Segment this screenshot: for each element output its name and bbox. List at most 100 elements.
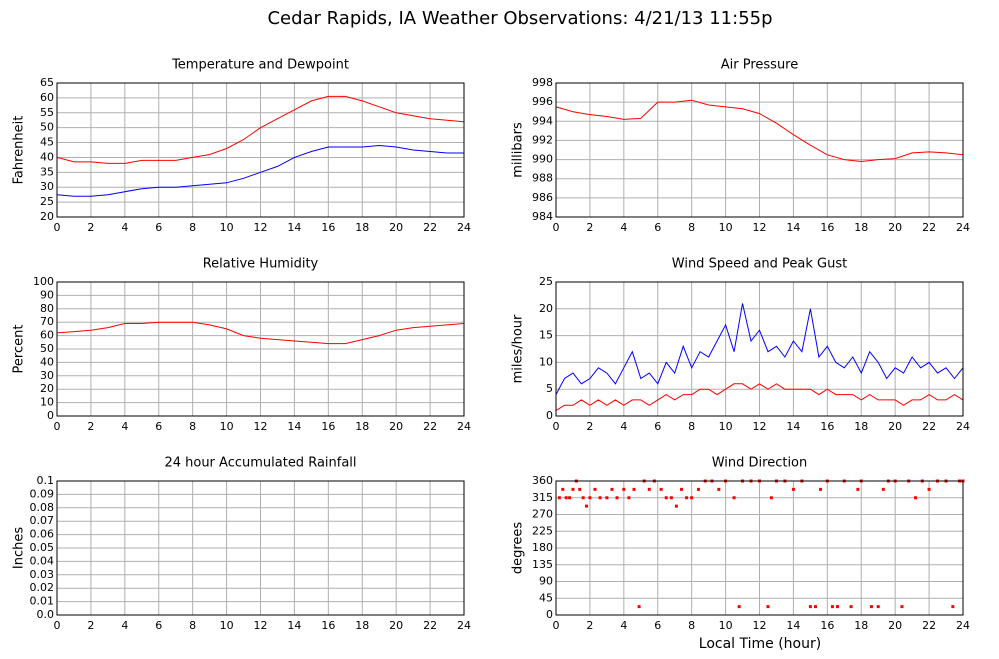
x-tick-label: 14	[287, 420, 301, 433]
y-tick-label: 30	[40, 180, 54, 193]
y-tick-label: 0.04	[30, 554, 55, 567]
y-tick-label: 988	[532, 172, 553, 185]
x-tick-label: 10	[719, 420, 733, 433]
data-point	[830, 605, 834, 609]
x-tick-label: 0	[54, 619, 61, 632]
x-tick-label: 24	[457, 619, 471, 632]
y-tick-label: 10	[40, 396, 54, 409]
x-tick-label: 20	[888, 221, 902, 234]
y-tick-label: 20	[40, 382, 54, 395]
data-point	[766, 605, 770, 609]
data-point	[900, 605, 904, 609]
chart-title: Relative Humidity	[203, 257, 319, 272]
x-tick-label: 14	[287, 221, 301, 234]
data-point	[914, 496, 918, 500]
x-tick-label: 0	[553, 619, 560, 632]
chart-title: Temperature and Dewpoint	[171, 58, 349, 73]
y-tick-label: 65	[40, 76, 54, 89]
data-point	[856, 487, 860, 491]
chart-title: Wind Direction	[712, 456, 808, 471]
x-tick-label: 18	[355, 420, 369, 433]
x-tick-label: 4	[121, 420, 128, 433]
chart-title: 24 hour Accumulated Rainfall	[164, 456, 356, 471]
y-tick-label: 100	[33, 275, 54, 288]
x-tick-label: 6	[654, 221, 661, 234]
x-tick-label: 16	[820, 619, 834, 632]
x-tick-label: 16	[321, 221, 335, 234]
y-tick-label: 0	[47, 409, 54, 422]
y-tick-label: 996	[532, 95, 553, 108]
data-point	[557, 496, 561, 500]
x-tick-label: 22	[423, 420, 437, 433]
data-point	[627, 496, 631, 500]
data-point	[679, 487, 683, 491]
x-tick-label: 4	[121, 619, 128, 632]
x-tick-label: 4	[620, 221, 627, 234]
x-tick-label: 10	[220, 619, 234, 632]
data-point	[869, 605, 873, 609]
plot-border	[56, 82, 465, 218]
data-point	[581, 496, 585, 500]
data-point	[881, 487, 885, 491]
data-point	[951, 605, 955, 609]
data-point	[717, 487, 721, 491]
y-tick-label: 990	[532, 153, 553, 166]
y-tick-label: 50	[40, 342, 54, 355]
x-tick-label: 22	[423, 221, 437, 234]
y-tick-label: 30	[40, 369, 54, 382]
y-tick-label: 135	[532, 558, 553, 571]
y-tick-label: 0.09	[30, 487, 55, 500]
y-tick-label: 90	[539, 575, 553, 588]
data-point	[605, 496, 609, 500]
y-tick-label: 40	[40, 150, 54, 163]
x-tick-label: 22	[922, 619, 936, 632]
data-point	[571, 487, 575, 491]
x-tick-label: 20	[888, 619, 902, 632]
x-tick-label: 18	[355, 221, 369, 234]
data-point	[588, 496, 592, 500]
x-tick-label: 20	[888, 420, 902, 433]
y-tick-label: 60	[40, 329, 54, 342]
data-point	[808, 605, 812, 609]
y-tick-label: 0.1	[37, 474, 55, 487]
data-point	[585, 504, 589, 508]
y-tick-label: 0.02	[30, 581, 55, 594]
x-tick-label: 6	[654, 619, 661, 632]
x-tick-label: 2	[87, 420, 94, 433]
y-tick-label: 90	[40, 288, 54, 301]
data-point	[647, 487, 651, 491]
y-tick-label: 80	[40, 302, 54, 315]
x-tick-label: 14	[786, 619, 800, 632]
x-tick-label: 14	[287, 619, 301, 632]
x-tick-label: 8	[688, 420, 695, 433]
y-tick-label: 315	[532, 491, 553, 504]
y-tick-label: 992	[532, 133, 553, 146]
y-tick-label: 60	[40, 91, 54, 104]
data-line	[56, 95, 465, 164]
data-line	[555, 303, 964, 395]
x-tick-label: 6	[654, 420, 661, 433]
x-tick-label: 0	[54, 221, 61, 234]
y-tick-label: 0.07	[30, 514, 55, 527]
y-tick-label: 998	[532, 76, 553, 89]
x-tick-label: 22	[423, 619, 437, 632]
x-tick-label: 16	[321, 619, 335, 632]
y-tick-label: 5	[546, 382, 553, 395]
data-point	[568, 496, 572, 500]
x-tick-label: 0	[54, 420, 61, 433]
y-tick-label: 0.0	[37, 608, 55, 621]
data-point	[737, 605, 741, 609]
x-tick-label: 4	[620, 619, 627, 632]
plot-border	[56, 281, 465, 417]
x-tick-label: 8	[189, 420, 196, 433]
y-tick-label: 10	[539, 355, 553, 368]
x-tick-label: 8	[189, 619, 196, 632]
data-point	[659, 487, 663, 491]
x-tick-label: 12	[254, 619, 268, 632]
x-tick-label: 22	[922, 221, 936, 234]
y-tick-label: 0.08	[30, 501, 55, 514]
data-point	[696, 487, 700, 491]
data-point	[690, 496, 694, 500]
y-tick-label: 20	[539, 302, 553, 315]
y-axis-label: Inches	[12, 527, 27, 569]
